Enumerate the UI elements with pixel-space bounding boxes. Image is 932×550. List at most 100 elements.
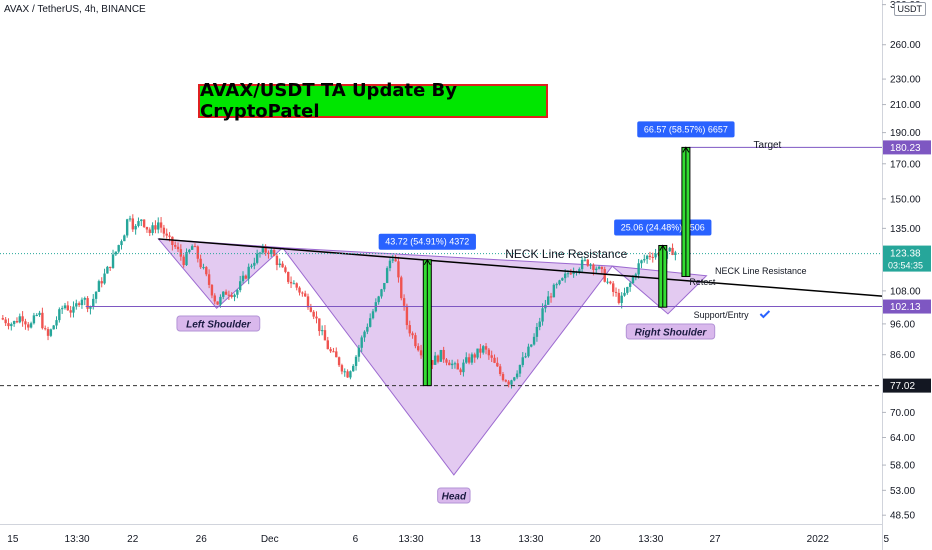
- candle-body: [165, 233, 168, 236]
- candle-body: [250, 265, 253, 267]
- price-tick-label: 170.00: [890, 159, 921, 170]
- candle-body: [648, 255, 652, 257]
- candle-body: [606, 281, 609, 283]
- current-price-tag-bg: [883, 245, 931, 272]
- candle-body: [561, 278, 564, 281]
- candle-body: [159, 222, 163, 228]
- candle-body: [46, 329, 50, 336]
- measure-arrow-head: [423, 258, 431, 265]
- candle-body: [442, 349, 445, 360]
- candle-body: [103, 273, 106, 284]
- candle-body: [151, 225, 154, 233]
- candle-body: [52, 325, 55, 330]
- candle-body: [513, 377, 516, 381]
- candle-body: [465, 357, 468, 363]
- candle-body: [527, 346, 530, 357]
- candle-body: [230, 295, 233, 298]
- candle-body: [210, 284, 214, 296]
- candle-body: [18, 316, 21, 323]
- candle-body: [125, 219, 129, 236]
- candle-body: [391, 259, 394, 261]
- candle-body: [572, 272, 575, 275]
- candle-body: [603, 269, 606, 282]
- candle-body: [518, 364, 522, 374]
- candle-body: [4, 319, 7, 324]
- candle-body: [142, 219, 146, 227]
- candle-body: [549, 296, 553, 298]
- candle-body: [123, 235, 126, 242]
- candle-body: [222, 291, 225, 297]
- candle-body: [643, 259, 646, 261]
- candle-body: [504, 380, 508, 382]
- candle-body: [521, 357, 524, 365]
- left-shoulder-label: Left Shoulder: [186, 320, 252, 331]
- candle-body: [402, 298, 406, 306]
- candle-body: [100, 281, 103, 284]
- candle-body: [346, 371, 349, 378]
- candle-body: [487, 349, 491, 356]
- candle-body: [597, 266, 601, 269]
- candle-body: [448, 362, 451, 366]
- candle-body: [470, 354, 474, 363]
- candle-body: [366, 326, 369, 332]
- candle-body: [168, 235, 171, 237]
- candle-body: [337, 357, 341, 366]
- candle-body: [569, 273, 573, 275]
- candle-body: [137, 221, 140, 226]
- candle-body: [27, 324, 30, 328]
- time-tick-label: 27: [709, 534, 721, 545]
- candle-body: [600, 266, 604, 270]
- candle-body: [637, 263, 640, 275]
- candle-body: [140, 219, 143, 222]
- candle-body: [154, 225, 157, 230]
- price-tick-label: 53.00: [890, 486, 915, 497]
- candle-body: [179, 249, 183, 257]
- current-price-tag: 123.38: [890, 249, 921, 260]
- candle-body: [190, 246, 194, 250]
- candle-body: [292, 283, 296, 285]
- candle-body: [332, 351, 335, 353]
- candle-body: [530, 344, 533, 347]
- support-price-tag: 102.13: [890, 302, 921, 313]
- time-tick-label: 13:30: [638, 534, 663, 545]
- candle-body: [445, 359, 448, 363]
- candle-body: [111, 254, 115, 268]
- time-tick-label: 13: [470, 534, 482, 545]
- candle-body: [473, 354, 476, 358]
- head-label: Head: [442, 492, 467, 503]
- currency-badge[interactable]: USDT: [893, 2, 926, 16]
- time-tick-label: Dec: [261, 534, 279, 545]
- price-tick-label: 86.00: [890, 350, 915, 361]
- time-axis[interactable]: 15 13:30 22 26 Dec 6 13:30 13 13:30 20 13:30 27 2022…: [0, 524, 890, 546]
- candle-body: [205, 267, 208, 275]
- candle-body: [433, 355, 437, 365]
- candle-body: [258, 252, 262, 254]
- candle-body: [114, 251, 118, 255]
- price-tick-label: 150.00: [890, 194, 921, 205]
- neckline: [158, 238, 883, 297]
- price-axis[interactable]: 48.50 53.00 58.00 64.00 70.00 86.00 96.00 108.0…: [882, 0, 931, 550]
- time-tick-label: 2022: [807, 534, 830, 545]
- candle-body: [106, 266, 109, 274]
- candle-body: [634, 274, 638, 277]
- candle-body: [75, 303, 78, 307]
- candle-body: [281, 263, 284, 268]
- price-tick-label: 96.00: [890, 319, 915, 330]
- price-tick-label: 190.00: [890, 128, 921, 139]
- candle-body: [535, 326, 539, 337]
- candle-body: [77, 303, 81, 305]
- candle-body: [66, 305, 70, 311]
- candle-body: [15, 321, 19, 323]
- level-lines: [0, 146, 883, 387]
- candle-body: [272, 249, 276, 256]
- candle-body: [496, 362, 499, 367]
- support-entry-label: Support/Entry: [694, 310, 750, 320]
- candle-body: [247, 266, 250, 279]
- candle-body: [320, 330, 324, 332]
- measure-label-bg: [378, 233, 476, 250]
- candle-body: [278, 263, 281, 265]
- support-price-tag-bg: [883, 299, 931, 314]
- candle-body: [233, 294, 236, 298]
- candle-body: [120, 241, 123, 246]
